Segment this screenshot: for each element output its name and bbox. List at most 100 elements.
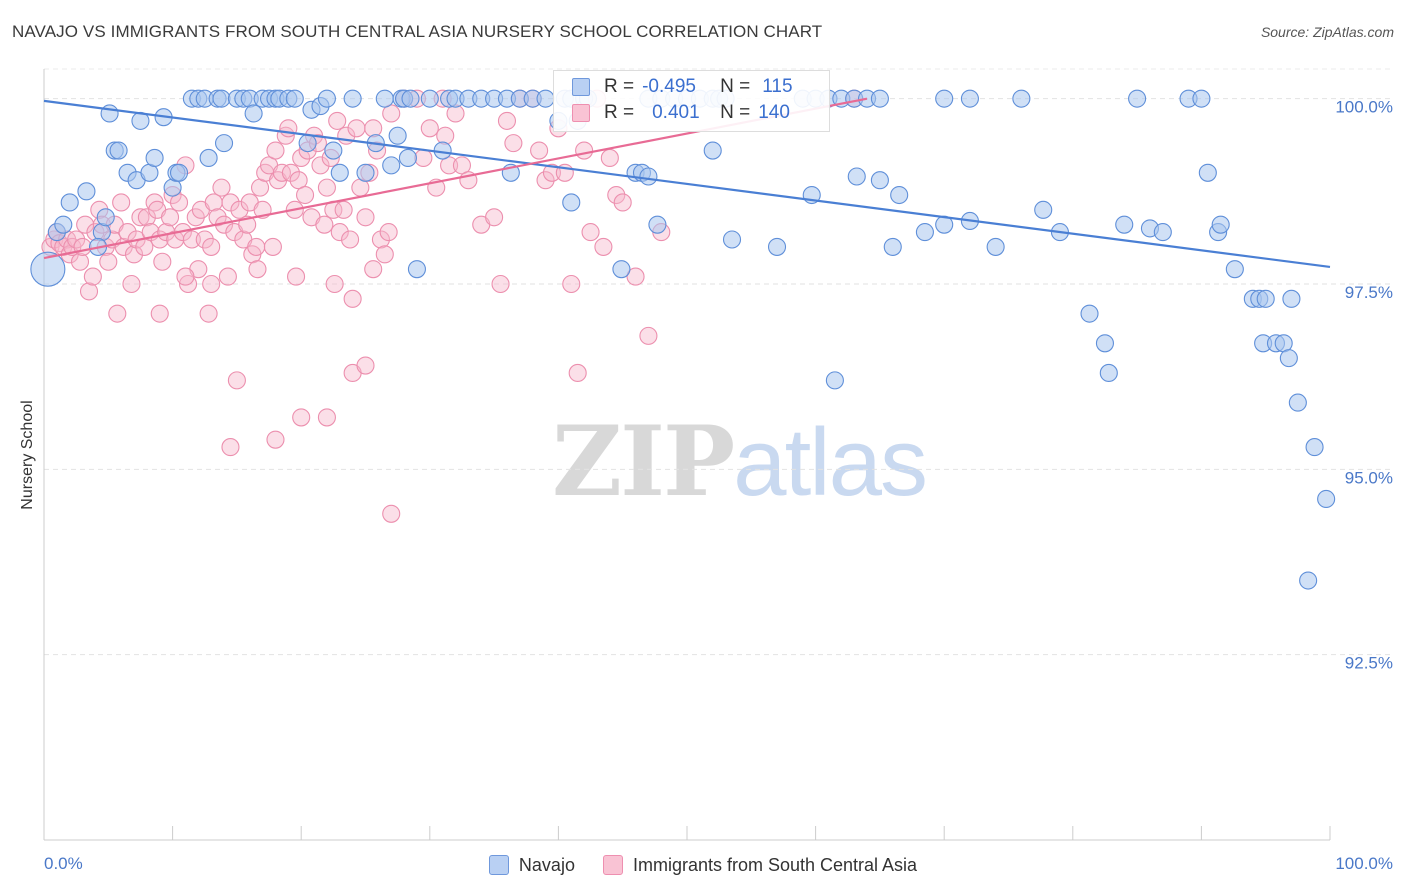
navajo-point <box>92 223 111 242</box>
navajo-point <box>562 193 581 212</box>
y-tick-label: 97.5% <box>1345 283 1393 302</box>
navajo-point <box>343 89 362 108</box>
immigrants-point <box>178 274 198 294</box>
immigrants-point <box>485 208 504 227</box>
navajo-point <box>30 251 66 287</box>
navajo-point <box>54 215 73 234</box>
immigrants-point <box>204 193 223 212</box>
navajo-legend-label: Navajo <box>518 854 575 875</box>
immigrants-point <box>266 141 285 160</box>
navajo-point <box>986 237 1005 256</box>
immigrants-point <box>639 326 658 345</box>
navajo-point <box>1153 223 1172 242</box>
navajo-point <box>285 89 304 108</box>
navajo-point <box>722 230 742 249</box>
immigrants-point <box>356 208 375 227</box>
navajo-point <box>1305 438 1324 457</box>
navajo-swatch <box>572 78 590 96</box>
immigrants-point <box>108 304 127 323</box>
immigrants-point <box>491 274 510 294</box>
immigrants-point <box>266 430 285 449</box>
immigrants-point <box>581 223 600 242</box>
immigrants-n-value: 140 <box>758 102 790 123</box>
navajo-point <box>401 89 420 108</box>
navajo-point <box>1288 393 1307 412</box>
source-label: Source: ZipAtlas.com <box>1260 24 1394 40</box>
stats-legend: R = -0.495 N = 115 R = 0.401 N = 140 <box>553 70 830 132</box>
immigrants-point <box>364 260 383 279</box>
immigrants-point <box>176 267 195 286</box>
immigrants-legend-label: Immigrants from South Central Asia <box>632 854 918 875</box>
immigrants-point <box>122 274 141 294</box>
immigrants-point <box>334 200 353 219</box>
immigrants-point <box>292 408 311 427</box>
navajo-legend-swatch <box>488 855 509 875</box>
immigrants-point <box>70 252 90 271</box>
immigrants-point <box>182 230 201 249</box>
immigrants-point <box>562 274 581 294</box>
navajo-point <box>388 126 407 145</box>
immigrants-point <box>195 230 214 249</box>
immigrants-point <box>230 200 249 219</box>
immigrants-point <box>124 245 144 264</box>
immigrants-point <box>67 230 86 249</box>
navajo-point <box>612 260 631 279</box>
navajo-point <box>1128 89 1147 108</box>
immigrants-r-value: 0.401 <box>652 102 700 123</box>
immigrants-point <box>296 185 315 205</box>
immigrants-point <box>153 252 172 271</box>
immigrants-swatch <box>572 104 590 122</box>
immigrants-point <box>504 134 523 153</box>
navajo-point <box>1317 489 1336 509</box>
legend-item-immigrants[interactable]: Immigrants from South Central Asia <box>602 854 918 876</box>
navajo-point <box>883 237 902 256</box>
navajo-point <box>214 134 234 153</box>
immigrants-point <box>131 208 150 227</box>
navajo-point <box>847 167 866 186</box>
navajo-point <box>1099 363 1118 383</box>
x-tick-label-max: 100.0% <box>1335 854 1393 873</box>
immigrants-point <box>218 267 237 286</box>
immigrants-point <box>248 260 267 279</box>
navajo-point <box>1192 89 1211 108</box>
navajo-point <box>298 134 317 153</box>
navajo-point <box>169 163 189 182</box>
immigrants-point <box>317 178 336 197</box>
immigrants-point <box>317 408 336 427</box>
immigrants-point <box>343 289 362 308</box>
navajo-point <box>1256 289 1275 308</box>
immigrants-point <box>436 126 455 145</box>
navajo-point <box>703 141 722 160</box>
immigrants-point <box>536 171 555 190</box>
immigrants-point <box>575 141 594 160</box>
navajo-point <box>199 148 218 168</box>
navajo-point <box>145 148 164 168</box>
watermark-atlas: atlas <box>733 409 928 516</box>
y-tick-label: 92.5% <box>1345 654 1393 673</box>
navajo-n-label: N = <box>720 76 751 97</box>
immigrants-point <box>356 356 375 375</box>
immigrants-point <box>221 193 240 212</box>
immigrants-point <box>202 237 221 256</box>
navajo-point <box>77 182 96 201</box>
immigrants-point <box>382 504 401 523</box>
immigrants-legend-swatch <box>602 855 623 875</box>
immigrants-point <box>330 223 349 242</box>
immigrants-point <box>371 230 390 249</box>
navajo-point <box>330 163 349 182</box>
navajo-point <box>1225 260 1244 279</box>
navajo-point <box>60 193 79 212</box>
legend-row-navajo: R = -0.495 N = 115 <box>572 75 793 99</box>
immigrants-point <box>221 438 240 457</box>
immigrants-point <box>328 111 347 130</box>
immigrants-point <box>145 193 164 212</box>
navajo-point <box>324 141 343 160</box>
y-tick-label: 100.0% <box>1335 98 1393 117</box>
navajo-point <box>870 89 889 108</box>
legend-item-navajo[interactable]: Navajo <box>488 854 575 876</box>
navajo-points <box>30 89 1336 590</box>
immigrants-point <box>414 148 433 168</box>
navajo-point <box>109 141 128 160</box>
y-tick-label: 95.0% <box>1345 468 1393 487</box>
immigrants-point <box>150 304 169 323</box>
